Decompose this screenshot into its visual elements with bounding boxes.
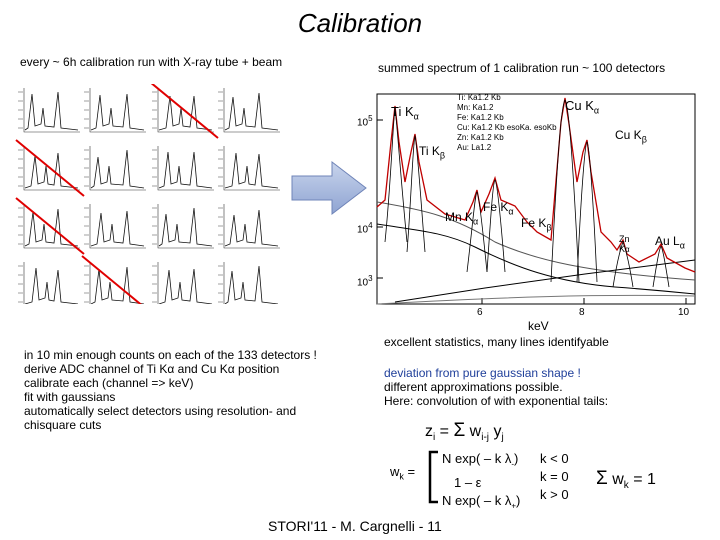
rejected-cross-line — [81, 255, 151, 313]
calibration-plots-svg — [15, 81, 280, 313]
slide-title: Calibration — [297, 8, 423, 38]
y-tick-1e5: 105 — [357, 114, 373, 129]
stats-caption: excellent statistics, many lines identif… — [384, 335, 609, 349]
note-line: derive ADC channel of Ti Kα and Cu Kα po… — [24, 362, 280, 376]
legend-line: Mn: Ka1.2 — [457, 103, 494, 112]
left-brace-icon — [428, 450, 438, 504]
mini-spectrum-plot — [218, 204, 280, 249]
left-notes: in 10 min enough counts on each of the 1… — [24, 348, 317, 432]
y-tick-1e3: 103 — [357, 274, 373, 289]
x-axis-label: keV — [528, 319, 549, 333]
legend-line: Fe: Ka1.2 Kb — [457, 113, 504, 122]
label-cu-kb: Cu Kβ — [615, 128, 647, 145]
legend-line: Au: La1.2 — [457, 143, 492, 152]
piecewise-conditions: k < 0 k = 0 k > 0 — [540, 450, 569, 504]
mini-spectrum-plot — [84, 88, 146, 133]
label-zn-ka: Zn Kα — [619, 234, 630, 254]
case-cond-3: k > 0 — [540, 487, 569, 502]
sum-rule: Σ wk = 1 — [596, 468, 656, 492]
label-fe-ka: Fe Kα — [483, 200, 514, 217]
y-tick-1e4: 104 — [357, 221, 373, 236]
legend-line: Cu: Ka1.2 Kb esoKa. esoKb — [457, 123, 557, 132]
mini-spectrum-plot — [84, 146, 146, 191]
label-mn-ka: Mn Kα — [445, 210, 479, 227]
note-line: fit with gaussians — [24, 390, 116, 404]
mini-spectrum-plot — [18, 262, 80, 307]
right-arrow-icon — [291, 160, 367, 216]
case-cond-2: k = 0 — [540, 469, 569, 484]
label-fe-kb: Fe Kβ — [521, 216, 552, 233]
mini-spectrum-plot — [149, 81, 219, 139]
note-line: chisquare cuts — [24, 418, 102, 432]
mini-spectrum-plot — [218, 146, 280, 191]
x-tick-10: 10 — [678, 307, 690, 318]
summed-spectrum: 105 104 103 6 8 10 Ti Kα Ti Kβ Mn Kα Fe … — [355, 82, 705, 322]
note-line: calibrate each (channel => keV) — [24, 376, 194, 390]
case-cond-1: k < 0 — [540, 451, 569, 466]
mini-spectrum-plot — [152, 146, 214, 191]
left-caption: every ~ 6h calibration run with X-ray tu… — [20, 55, 283, 69]
legend-line: Ti: Ka1.2 Kb — [457, 93, 501, 102]
right-notes: deviation from pure gaussian shape ! dif… — [384, 366, 608, 408]
mini-spectrum-plot — [15, 139, 85, 197]
approx-note: different approximations possible. — [384, 380, 563, 394]
rejected-cross-line — [15, 197, 85, 255]
mini-spectrum-plot — [81, 255, 151, 313]
note-line: automatically select detectors using res… — [24, 404, 297, 418]
mini-spectrum-plot — [218, 262, 280, 307]
mini-spectrum-plot — [152, 262, 214, 307]
mini-spectrum-plot — [152, 204, 214, 249]
legend-line: Zn: Ka1.2 Kb — [457, 133, 504, 142]
footer: STORI'11 - M. Cargnelli - 11 — [268, 518, 442, 534]
calibration-plot-grid — [0, 81, 290, 313]
rejected-cross-line — [15, 139, 85, 197]
label-cu-ka: Cu Kα — [565, 98, 600, 116]
deviation-note: deviation from pure gaussian shape ! — [384, 366, 581, 380]
wk-lhs: wk = — [390, 464, 416, 482]
right-caption: summed spectrum of 1 calibration run ~ 1… — [378, 61, 666, 75]
note-line: in 10 min enough counts on each of the 1… — [24, 348, 317, 362]
mini-spectrum-plot — [18, 88, 80, 133]
mini-spectrum-plot — [218, 88, 280, 133]
spectrum-svg — [376, 93, 696, 305]
x-tick-8: 8 — [579, 307, 585, 318]
case-row-2: 1 – ε — [454, 474, 482, 490]
x-tick-6: 6 — [477, 307, 483, 318]
rejected-cross-line — [149, 81, 219, 139]
piecewise-cases: N exp( – k λ-) 1 – ε N exp( – k λ+) — [442, 450, 520, 515]
label-ti-kb: Ti Kβ — [419, 144, 446, 161]
convolution-formula: zi = Σ wi-j yj — [425, 420, 504, 444]
case-row-3: N exp( – k λ+) — [442, 492, 521, 511]
case-row-1: N exp( – k λ-) — [442, 451, 519, 469]
mini-spectrum-plot — [84, 204, 146, 249]
mini-spectrum-plot — [15, 197, 85, 255]
label-au-la: Au Lα — [655, 234, 685, 251]
here-note: Here: convolution of with exponential ta… — [384, 394, 609, 408]
label-ti-ka: Ti Kα — [391, 104, 419, 122]
element-legend: Ti: Ka1.2 Kb Mn: Ka1.2 Fe: Ka1.2 Kb Cu: … — [457, 93, 557, 153]
